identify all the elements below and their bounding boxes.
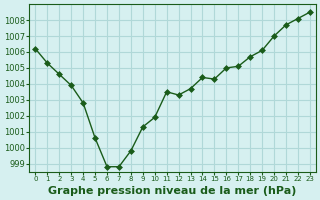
X-axis label: Graphe pression niveau de la mer (hPa): Graphe pression niveau de la mer (hPa) [48,186,297,196]
